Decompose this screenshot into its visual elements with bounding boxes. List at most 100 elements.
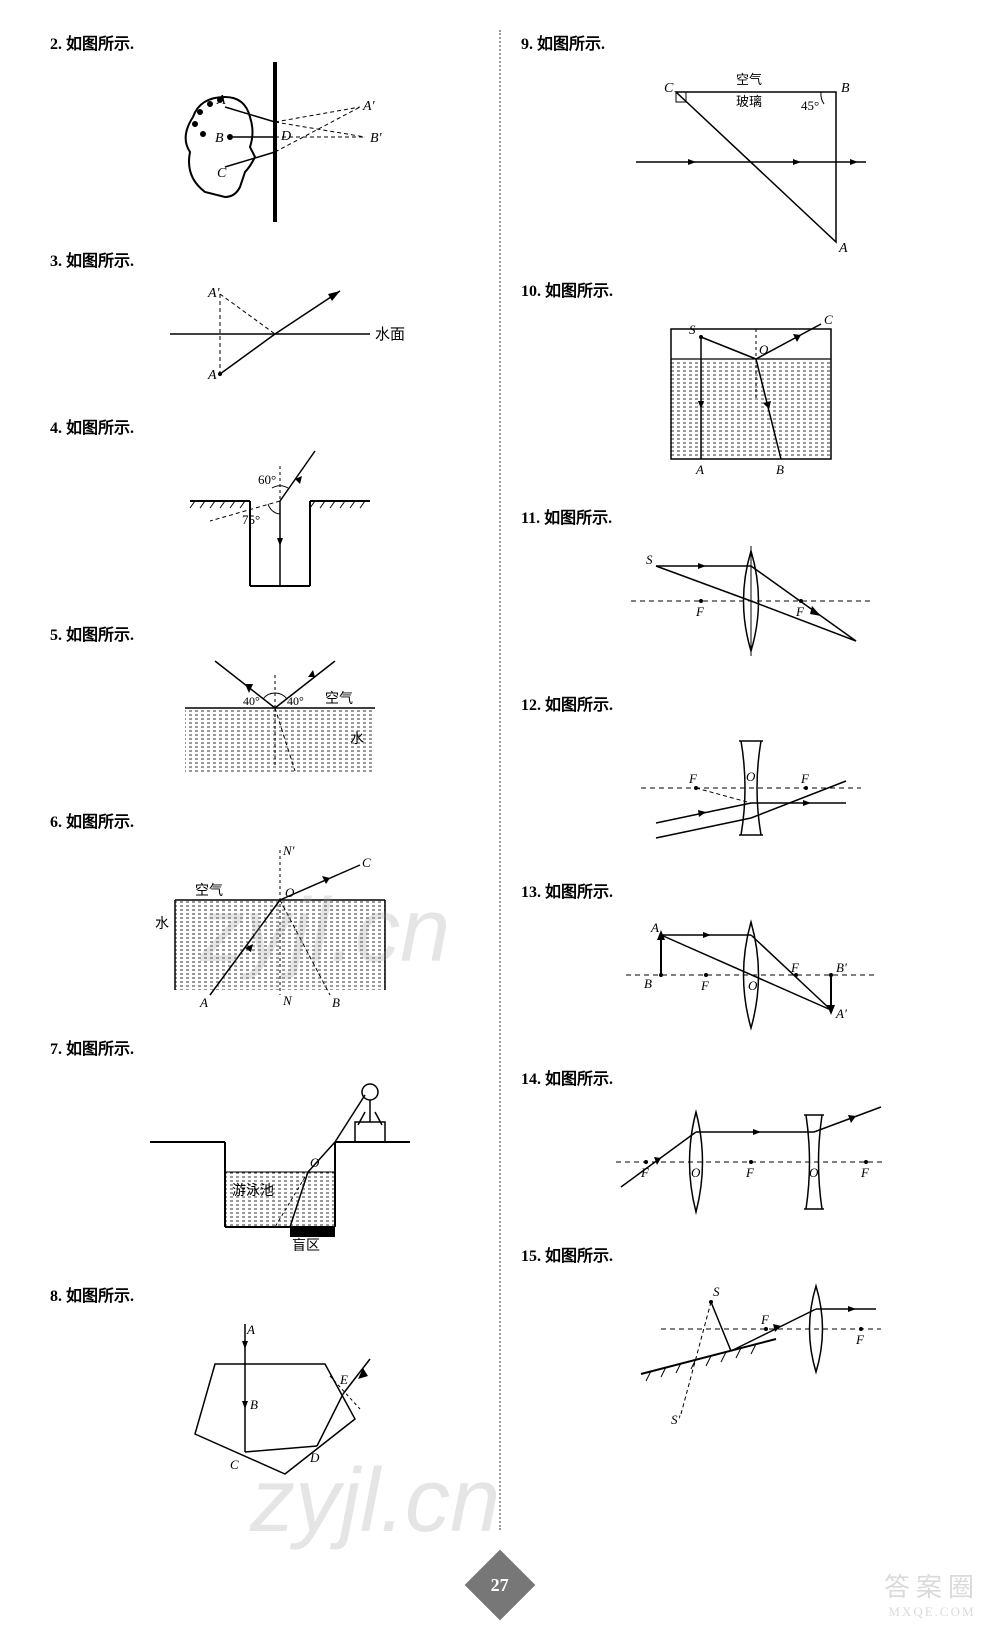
svg-text:F: F bbox=[800, 771, 810, 786]
svg-text:C: C bbox=[824, 312, 833, 327]
svg-text:B: B bbox=[215, 131, 224, 146]
svg-text:A: A bbox=[199, 995, 208, 1010]
svg-text:游泳池: 游泳池 bbox=[232, 1183, 274, 1199]
item-8: 8. 如图所示. A bbox=[50, 1282, 479, 1489]
svg-text:F: F bbox=[760, 1312, 770, 1327]
item-7-label: 7. 如图所示. bbox=[50, 1035, 479, 1059]
svg-text:水: 水 bbox=[350, 731, 364, 747]
svg-text:A: A bbox=[216, 93, 226, 108]
item-4-diagram: 60° 75° bbox=[80, 446, 479, 601]
svg-text:40°: 40° bbox=[243, 694, 260, 708]
svg-text:75°: 75° bbox=[242, 512, 260, 527]
left-column: 2. 如图所示. bbox=[50, 30, 479, 1530]
item-3-label: 3. 如图所示. bbox=[50, 247, 479, 271]
item-2: 2. 如图所示. bbox=[50, 30, 479, 227]
svg-text:A: A bbox=[246, 1322, 255, 1337]
item-13: 13. 如图所示. A B A' B' bbox=[521, 878, 950, 1045]
page-diamond-icon: 27 bbox=[465, 1550, 536, 1621]
item-2-diagram: A B C D A' B' bbox=[80, 62, 479, 227]
item-5: 5. 如图所示. bbox=[50, 621, 479, 788]
svg-text:F: F bbox=[688, 771, 698, 786]
logo-url: MXQE.COM bbox=[884, 1604, 980, 1620]
item-11-label: 11. 如图所示. bbox=[521, 504, 950, 528]
item-11: 11. 如图所示. F F S bbox=[521, 504, 950, 671]
svg-text:F: F bbox=[855, 1332, 865, 1347]
item-10-label: 10. 如图所示. bbox=[521, 277, 950, 301]
item-9-label: 9. 如图所示. bbox=[521, 30, 950, 54]
item-14: 14. 如图所示. F O F O F bbox=[521, 1065, 950, 1222]
svg-text:水面: 水面 bbox=[375, 326, 405, 343]
svg-text:B: B bbox=[250, 1397, 258, 1412]
item-5-diagram: 40° 40° 空气 水 bbox=[80, 653, 479, 788]
column-divider bbox=[499, 30, 501, 1530]
svg-text:玻璃: 玻璃 bbox=[736, 94, 762, 109]
item-12-diagram: F F O bbox=[551, 723, 950, 858]
svg-text:A: A bbox=[838, 241, 848, 252]
svg-text:A': A' bbox=[835, 1006, 847, 1021]
right-column: 9. 如图所示. C B A bbox=[521, 30, 950, 1530]
item-10: 10. 如图所示. S A bbox=[521, 277, 950, 484]
item-3: 3. 如图所示. 水面 A A' bbox=[50, 247, 479, 394]
item-4: 4. 如图所示. bbox=[50, 414, 479, 601]
logo-text: 答案圈 bbox=[884, 1567, 980, 1604]
item-14-diagram: F O F O F bbox=[551, 1097, 950, 1222]
svg-text:O: O bbox=[691, 1165, 701, 1180]
item-6-label: 6. 如图所示. bbox=[50, 808, 479, 832]
svg-text:E: E bbox=[339, 1372, 348, 1387]
svg-text:A': A' bbox=[207, 286, 221, 301]
svg-text:C: C bbox=[217, 166, 227, 181]
item-11-diagram: F F S bbox=[551, 536, 950, 671]
svg-text:B: B bbox=[332, 995, 340, 1010]
svg-text:F: F bbox=[700, 978, 710, 993]
page-columns: 2. 如图所示. bbox=[50, 30, 950, 1530]
item-5-label: 5. 如图所示. bbox=[50, 621, 479, 645]
svg-text:空气: 空气 bbox=[195, 883, 223, 899]
item-12: 12. 如图所示. F F O bbox=[521, 691, 950, 858]
item-6-diagram: N' N O A C B 空气 水 bbox=[80, 840, 479, 1015]
svg-text:S': S' bbox=[671, 1412, 681, 1427]
svg-text:S: S bbox=[646, 552, 653, 567]
item-15-label: 15. 如图所示. bbox=[521, 1242, 950, 1266]
svg-text:C: C bbox=[664, 81, 674, 96]
item-15-diagram: S S' F F bbox=[551, 1274, 950, 1439]
svg-text:O: O bbox=[746, 769, 756, 784]
item-8-label: 8. 如图所示. bbox=[50, 1282, 479, 1306]
svg-text:B: B bbox=[776, 462, 784, 477]
svg-text:空气: 空气 bbox=[736, 72, 762, 87]
svg-text:45°: 45° bbox=[801, 98, 819, 113]
item-9: 9. 如图所示. C B A bbox=[521, 30, 950, 257]
svg-text:D: D bbox=[280, 129, 291, 144]
item-9-diagram: C B A 45° 空气 玻璃 bbox=[551, 62, 950, 257]
item-6: 6. 如图所示. N' N bbox=[50, 808, 479, 1015]
item-7-diagram: O 盲区 游泳池 bbox=[80, 1067, 479, 1262]
svg-text:O: O bbox=[748, 978, 758, 993]
page-number: 27 bbox=[475, 1560, 525, 1610]
svg-text:F: F bbox=[860, 1165, 870, 1180]
svg-text:A: A bbox=[207, 368, 217, 383]
item-14-label: 14. 如图所示. bbox=[521, 1065, 950, 1089]
svg-text:A': A' bbox=[362, 99, 376, 114]
svg-text:C: C bbox=[230, 1457, 239, 1472]
svg-text:A: A bbox=[695, 462, 704, 477]
svg-text:S: S bbox=[713, 1284, 720, 1299]
svg-text:F: F bbox=[795, 604, 805, 619]
item-15: 15. 如图所示. S S' bbox=[521, 1242, 950, 1439]
svg-text:F: F bbox=[745, 1165, 755, 1180]
svg-text:N': N' bbox=[282, 843, 295, 858]
svg-text:C: C bbox=[362, 855, 371, 870]
item-3-diagram: 水面 A A' bbox=[80, 279, 479, 394]
svg-text:A: A bbox=[650, 920, 659, 935]
svg-text:D: D bbox=[309, 1450, 320, 1465]
bottom-logo: 答案圈 MXQE.COM bbox=[884, 1567, 980, 1620]
item-7: 7. 如图所示. O bbox=[50, 1035, 479, 1262]
svg-text:B: B bbox=[644, 976, 652, 991]
item-10-diagram: S A O B C bbox=[551, 309, 950, 484]
svg-text:B': B' bbox=[370, 131, 383, 146]
item-4-label: 4. 如图所示. bbox=[50, 414, 479, 438]
item-8-diagram: A B C D E bbox=[80, 1314, 479, 1489]
svg-text:F: F bbox=[695, 604, 705, 619]
svg-text:B: B bbox=[841, 81, 850, 96]
svg-text:O: O bbox=[809, 1165, 819, 1180]
svg-text:B': B' bbox=[836, 960, 847, 975]
item-12-label: 12. 如图所示. bbox=[521, 691, 950, 715]
